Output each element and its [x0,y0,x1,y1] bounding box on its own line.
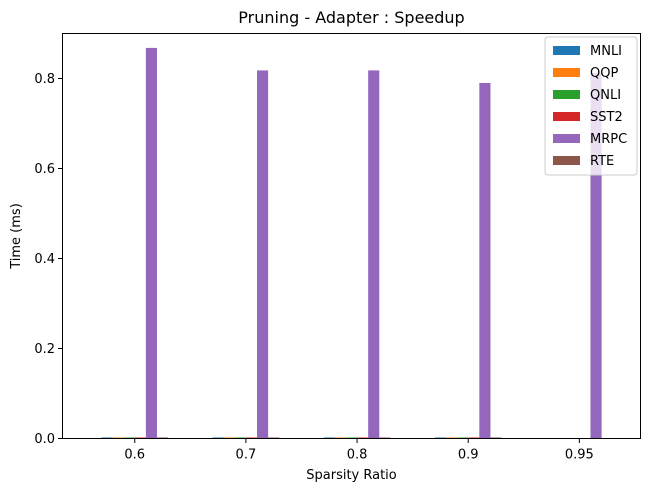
legend-swatch-sst2 [553,112,580,121]
legend-label-rte: RTE [590,154,614,169]
x-axis-label: Sparsity Ratio [306,468,397,483]
y-tick-label: 0.8 [34,72,55,87]
y-tick-label: 0.2 [34,342,55,357]
legend-swatch-mnli [553,46,580,55]
x-tick-label: 0.6 [124,448,145,463]
bar-mrpc-0.95 [590,73,602,439]
bar-mrpc-0.8 [368,70,380,439]
axes-frame [62,33,641,439]
bar-mrpc-0.6 [145,47,157,439]
bar-mrpc-0.9 [479,83,491,439]
y-axis: 0.0 0.2 0.4 0.6 0.8 [34,72,63,447]
chart-title: Pruning - Adapter : Speedup [238,8,464,27]
x-tick-label: 0.8 [347,448,368,463]
legend-swatch-mrpc [553,134,580,143]
legend-label-qnli: QNLI [590,88,621,103]
x-axis: 0.6 0.7 0.8 0.9 0.95 [124,438,594,463]
legend-swatch-qnli [553,90,580,99]
legend-label-qqp: QQP [590,66,618,81]
x-tick-label: 0.95 [565,448,594,463]
legend: MNLI QQP QNLI SST2 MRPC RTE [544,36,638,176]
y-tick-label: 0.0 [34,432,55,447]
legend-label-mrpc: MRPC [590,132,627,147]
legend-label-sst2: SST2 [590,110,623,125]
x-tick-label: 0.7 [236,448,257,463]
legend-label-mnli: MNLI [590,44,622,59]
bar-mrpc-0.7 [257,70,269,439]
y-tick-label: 0.4 [34,252,55,267]
y-axis-label: Time (ms) [9,203,24,270]
legend-swatch-qqp [553,68,580,77]
legend-swatch-rte [553,156,580,165]
y-tick-label: 0.6 [34,162,55,177]
x-tick-label: 0.9 [458,448,479,463]
